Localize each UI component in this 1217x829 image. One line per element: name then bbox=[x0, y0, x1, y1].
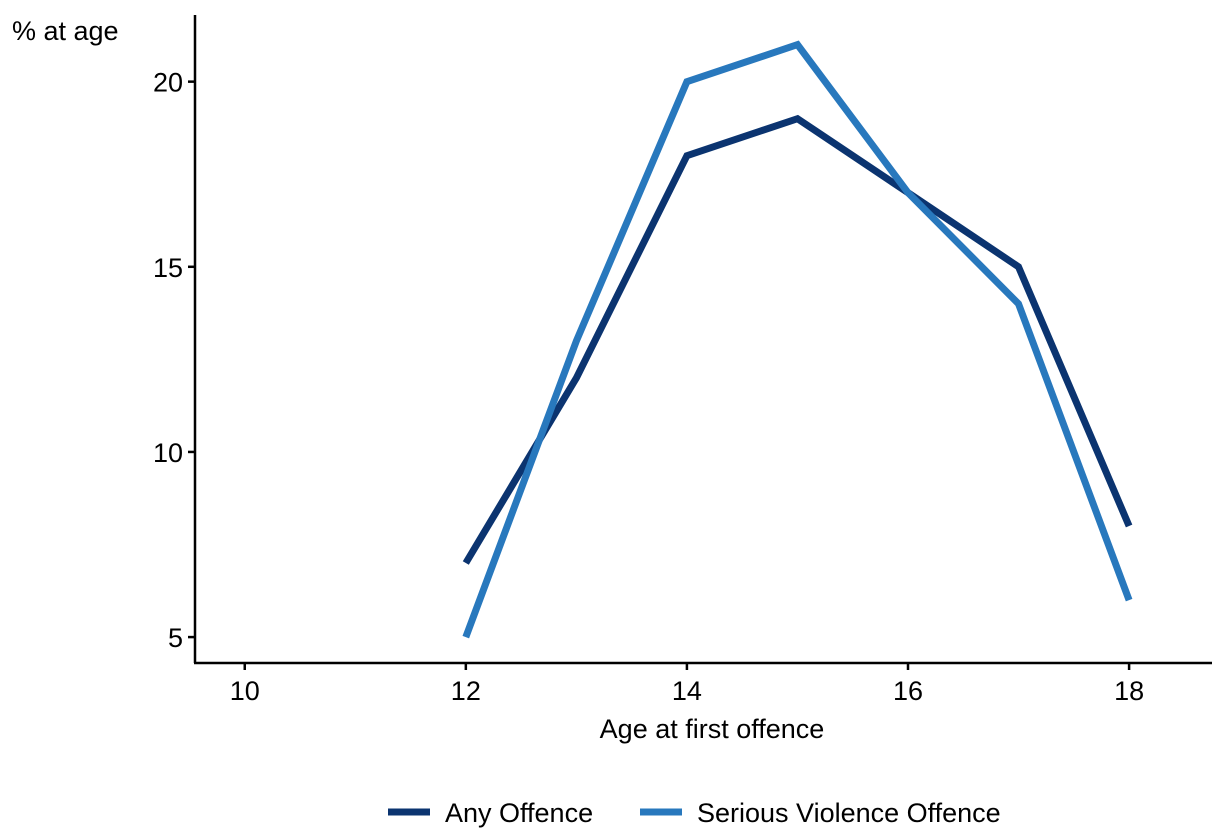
x-tick-label: 12 bbox=[451, 676, 481, 706]
y-tick-label: 15 bbox=[153, 253, 183, 283]
legend-label-1: Any Offence bbox=[445, 798, 593, 828]
series-line-2 bbox=[462, 40, 1133, 639]
y-tick-label: 20 bbox=[153, 68, 183, 98]
x-tick-label: 18 bbox=[1114, 676, 1144, 706]
series-line-1 bbox=[462, 114, 1133, 565]
y-tick-label: 5 bbox=[168, 623, 183, 653]
x-tick-label: 10 bbox=[230, 676, 260, 706]
x-tick-label: 14 bbox=[672, 676, 702, 706]
legend-label-2: Serious Violence Offence bbox=[697, 798, 1001, 828]
x-tick-label: 16 bbox=[893, 676, 923, 706]
legend: Any Offence Serious Violence Offence bbox=[388, 798, 1001, 828]
y-ticks: 5 10 15 20 bbox=[153, 68, 195, 653]
y-tick-label: 10 bbox=[153, 438, 183, 468]
x-ticks: 10 12 14 16 18 bbox=[230, 663, 1144, 706]
y-axis-title: % at age bbox=[12, 16, 119, 46]
x-axis-title: Age at first offence bbox=[600, 714, 825, 744]
series-layer bbox=[462, 40, 1133, 639]
